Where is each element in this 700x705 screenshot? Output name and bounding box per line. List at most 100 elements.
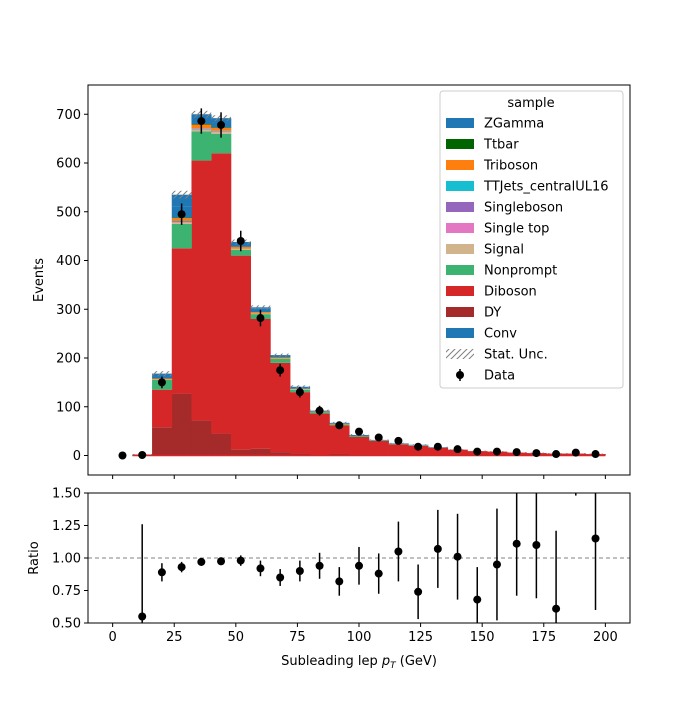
data-point-17	[454, 445, 462, 453]
data-point-12	[355, 428, 363, 436]
data-point-24	[592, 450, 600, 458]
legend-swatch-triboson	[446, 160, 474, 170]
ratio-ytick-label-3: 1.25	[52, 519, 81, 534]
ratio-point-10	[335, 577, 343, 585]
data-point-16	[434, 443, 442, 451]
ratio-xtick-label-2: 50	[228, 630, 245, 645]
bar-diboson-bin-2	[152, 390, 172, 428]
legend-label-single-top: Single top	[484, 222, 549, 237]
ratio-xtick-label-0: 0	[108, 630, 116, 645]
ratio-point-0	[138, 613, 146, 621]
legend-swatch-stat-unc-	[446, 349, 474, 359]
legend-frame	[440, 91, 623, 388]
stat-unc-bin-7	[251, 305, 271, 309]
data-point-22	[552, 450, 560, 458]
bar-diboson-bin-4	[191, 161, 211, 421]
stat-unc-bin-3	[172, 191, 192, 199]
bar-nonprompt-bin-12	[349, 436, 369, 437]
main-ytick-label-5: 500	[56, 205, 81, 220]
legend-swatch-single-top	[446, 223, 474, 233]
data-point-23	[572, 449, 580, 457]
data-point-1	[138, 451, 146, 459]
data-point-7	[256, 314, 264, 322]
ratio-ytick-label-4: 1.50	[52, 487, 81, 502]
ratio-point-23	[592, 535, 600, 543]
data-point-2	[158, 378, 166, 386]
legend-swatch-diboson	[446, 286, 474, 296]
bar-triboson-bin-8	[270, 358, 290, 359]
ratio-point-9	[316, 562, 324, 570]
ratio-point-13	[394, 548, 402, 556]
ratio-point-4	[217, 557, 225, 565]
ratio-y-axis-label: Ratio	[27, 541, 42, 574]
bar-nonprompt-bin-4	[191, 131, 211, 160]
data-point-4	[197, 117, 205, 125]
legend-swatch-singleboson	[446, 202, 474, 212]
legend-label-data: Data	[484, 369, 515, 384]
legend-label-singleboson: Singleboson	[484, 201, 563, 216]
main-x-ticks	[113, 475, 606, 479]
bar-diboson-bin-10	[310, 414, 330, 455]
legend-label-nonprompt: Nonprompt	[484, 264, 557, 279]
ratio-xtick-label-8: 200	[593, 630, 618, 645]
legend-swatch-dy	[446, 307, 474, 317]
ratio-ytick-label-2: 1.00	[52, 552, 81, 567]
ratio-xtick-label-3: 75	[289, 630, 306, 645]
stat-unc-bin-8	[270, 354, 290, 357]
data-point-6	[237, 237, 245, 245]
data-point-9	[296, 388, 304, 396]
ratio-point-2	[178, 563, 186, 571]
legend-swatch-ttbar	[446, 139, 474, 149]
ratio-ytick-label-0: 0.50	[52, 617, 81, 632]
data-point-13	[375, 433, 383, 441]
legend-label-dy: DY	[484, 306, 501, 321]
ratio-xtick-label-1: 25	[166, 630, 183, 645]
ratio-xtick-label-6: 150	[470, 630, 495, 645]
legend-label-conv: Conv	[484, 327, 517, 342]
data-point-21	[532, 449, 540, 457]
main-ytick-label-6: 600	[56, 157, 81, 172]
ratio-point-11	[355, 562, 363, 570]
ratio-point-20	[532, 541, 540, 549]
bar-dy-bin-6	[231, 450, 251, 456]
ratio-point-19	[513, 540, 521, 548]
data-point-15	[414, 443, 422, 451]
bar-dy-bin-4	[191, 420, 211, 455]
bar-nonprompt-bin-3	[172, 224, 192, 248]
bar-diboson-bin-9	[290, 392, 310, 453]
legend-swatch-zgamma	[446, 118, 474, 128]
bar-diboson-bin-12	[349, 437, 369, 455]
legend-swatch-signal	[446, 244, 474, 254]
ratio-point-8	[296, 567, 304, 575]
bar-diboson-bin-7	[251, 319, 271, 449]
legend: sample ZGammaTtbarTribosonTTJets_central…	[440, 91, 623, 388]
legend-swatch-ttjets-centralul16	[446, 181, 474, 191]
ratio-point-15	[434, 545, 442, 553]
x-axis-label-unit: (GeV)	[396, 654, 437, 669]
bar-nonprompt-bin-8	[270, 359, 290, 363]
data-point-8	[276, 366, 284, 374]
ratio-point-7	[276, 574, 284, 582]
x-axis-label: Subleading lep pT (GeV)	[281, 654, 437, 671]
stat-unc-bin-2	[152, 371, 172, 376]
ratio-point-14	[414, 588, 422, 596]
ratio-point-18	[493, 561, 501, 569]
bar-diboson-bin-14	[389, 444, 409, 455]
bar-diboson-bin-5	[211, 153, 231, 433]
ratio-point-1	[158, 568, 166, 576]
legend-label-ttbar: Ttbar	[483, 138, 519, 153]
main-ytick-label-1: 100	[56, 400, 81, 415]
legend-label-triboson: Triboson	[483, 159, 538, 174]
legend-label-signal: Signal	[484, 243, 524, 258]
legend-swatch-data	[456, 371, 464, 379]
data-point-14	[394, 437, 402, 445]
data-point-18	[473, 448, 481, 456]
bar-dy-bin-3	[172, 394, 192, 456]
bar-diboson-bin-11	[329, 425, 349, 453]
data-point-19	[493, 448, 501, 456]
legend-label-zgamma: ZGamma	[484, 117, 544, 132]
main-ytick-label-0: 0	[73, 449, 81, 464]
